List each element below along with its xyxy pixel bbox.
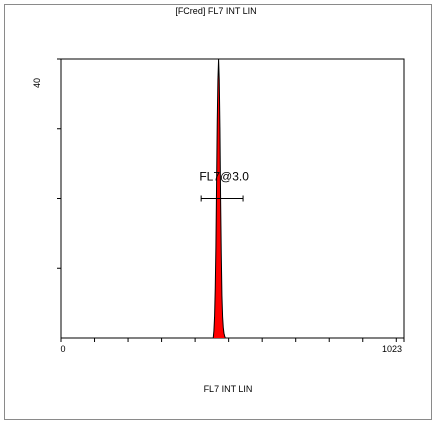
- x-axis-ticks: [60, 338, 405, 342]
- x-axis-min-label: 0: [60, 344, 65, 354]
- x-axis-max-label: 1023: [382, 344, 402, 354]
- gate-label: FL7@3.0: [199, 170, 249, 184]
- chart-title: [FCred] FL7 INT LIN: [175, 6, 256, 16]
- x-axis-title: FL7 INT LIN: [204, 384, 253, 394]
- y-axis-ticks: [57, 58, 61, 269]
- histogram-outline: [212, 58, 226, 339]
- y-axis-max-label: 40: [32, 78, 42, 88]
- gate-markers: FL7@3.0: [199, 170, 249, 202]
